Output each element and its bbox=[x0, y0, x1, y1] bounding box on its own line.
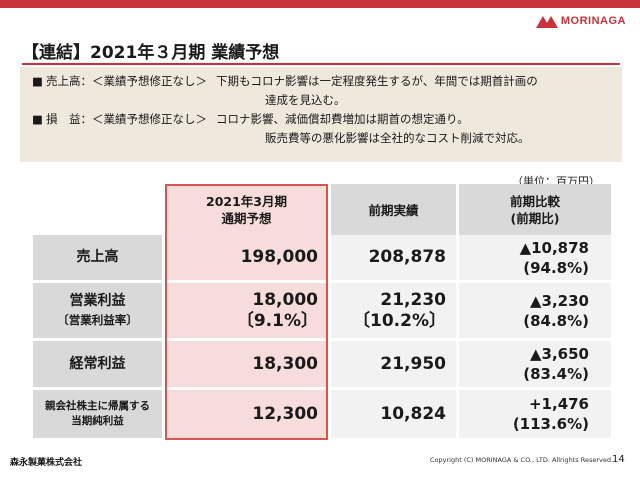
column-header-line: 前期実績 bbox=[368, 202, 419, 218]
value-text: 12,300 bbox=[252, 403, 318, 424]
page-title: 【連結】2021年３月期 業績予想 bbox=[22, 43, 280, 63]
forecast-value: 18,000 〔9.1%〕 bbox=[165, 283, 328, 338]
column-header-line: 通期予想 bbox=[221, 211, 272, 226]
row-label: 親会社株主に帰属する bbox=[45, 400, 150, 412]
change-value: ▲3,230 (84.8%) bbox=[459, 283, 611, 338]
value-text: 10,824 bbox=[380, 403, 446, 424]
summary-item-sales: ■ 売上高：＜業績予想修正なし＞ 下期もコロナ影響は一定程度発生するが、年間では… bbox=[32, 72, 610, 91]
prior-value: 208,878 bbox=[331, 235, 456, 280]
change-amount: +1,476 bbox=[528, 395, 589, 413]
change-percent: (84.8%) bbox=[523, 311, 589, 330]
change-value: ▲10,878 (94.8%) bbox=[459, 235, 611, 280]
forecast-value: 198,000 bbox=[165, 235, 328, 280]
change-percent: (94.8%) bbox=[523, 258, 589, 277]
prior-value: 21,230 〔10.2%〕 bbox=[331, 283, 456, 338]
change-percent: (83.4%) bbox=[523, 365, 589, 383]
footer-company-name: 森永製菓株式会社 bbox=[10, 458, 83, 468]
forecast-value: 12,300 bbox=[165, 390, 328, 438]
company-logo: MORINAGA bbox=[535, 14, 626, 28]
column-header-line: (前期比) bbox=[510, 211, 560, 226]
logo-mark-icon bbox=[535, 14, 558, 28]
logo-text: MORINAGA bbox=[560, 15, 626, 27]
column-header-line: 2021年3月期 bbox=[206, 194, 287, 209]
value-subtext: 〔10.2%〕 bbox=[353, 310, 446, 331]
row-label-operating-profit: 営業利益 〔営業利益率〕 bbox=[33, 283, 162, 338]
row-label: 営業利益 bbox=[69, 292, 126, 309]
value-subtext: 〔9.1%〕 bbox=[236, 310, 318, 331]
summary-label: 損 益：＜業績予想修正なし＞ bbox=[46, 112, 207, 126]
title-underline bbox=[22, 63, 620, 65]
summary-label: 売上高：＜業績予想修正なし＞ bbox=[46, 74, 207, 88]
value-text: 21,950 bbox=[380, 353, 446, 374]
page-number: 14 bbox=[612, 454, 625, 465]
row-label-ordinary-profit: 経常利益 bbox=[33, 341, 162, 387]
column-header-forecast: 2021年3月期 通期予想 bbox=[165, 184, 328, 236]
forecast-value: 18,300 bbox=[165, 341, 328, 387]
value-text: 18,300 bbox=[252, 353, 318, 374]
top-accent-bar bbox=[0, 0, 640, 8]
footer-copyright: Copyright (C) MORINAGA & CO., LTD. Allri… bbox=[430, 456, 614, 464]
row-label-sales: 売上高 bbox=[33, 235, 162, 280]
summary-text: コロナ影響、減価償却費増加は期首の想定通り。 bbox=[216, 112, 469, 126]
column-header-change: 前期比較 (前期比) bbox=[459, 184, 611, 236]
row-label: 売上高 bbox=[76, 249, 119, 265]
bullet-icon: ■ bbox=[32, 112, 43, 126]
change-percent: (113.6%) bbox=[512, 415, 589, 433]
prior-value: 10,824 bbox=[331, 390, 456, 438]
summary-text-continued: 達成を見込む。 bbox=[265, 93, 346, 107]
summary-box: ■ 売上高：＜業績予想修正なし＞ 下期もコロナ影響は一定程度発生するが、年間では… bbox=[20, 67, 622, 162]
row-label: 経常利益 bbox=[69, 355, 126, 372]
column-header-line: 前期比較 bbox=[509, 194, 560, 209]
summary-item-profit: ■ 損 益：＜業績予想修正なし＞ コロナ影響、減価償却費増加は期首の想定通り。 bbox=[32, 110, 610, 129]
row-sublabel: 〔営業利益率〕 bbox=[57, 312, 138, 327]
change-amount: ▲3,650 bbox=[530, 345, 589, 363]
change-amount: ▲3,230 bbox=[530, 291, 589, 310]
value-text: 198,000 bbox=[240, 247, 318, 267]
value-text: 18,000 bbox=[252, 289, 318, 310]
change-value: +1,476 (113.6%) bbox=[459, 390, 611, 438]
row-label-net-income: 親会社株主に帰属する 当期純利益 bbox=[33, 390, 162, 438]
value-text: 208,878 bbox=[368, 247, 446, 267]
value-text: 21,230 bbox=[380, 289, 446, 310]
column-header-prior: 前期実績 bbox=[331, 184, 456, 236]
bullet-icon: ■ bbox=[32, 74, 43, 88]
change-amount: ▲10,878 bbox=[519, 238, 589, 257]
row-sublabel: 当期純利益 bbox=[71, 415, 124, 427]
prior-value: 21,950 bbox=[331, 341, 456, 387]
change-value: ▲3,650 (83.4%) bbox=[459, 341, 611, 387]
summary-text: 下期もコロナ影響は一定程度発生するが、年間では期首計画の bbox=[216, 74, 538, 88]
summary-text-continued: 販売費等の悪化影響は全社的なコスト削減で対応。 bbox=[265, 131, 530, 145]
